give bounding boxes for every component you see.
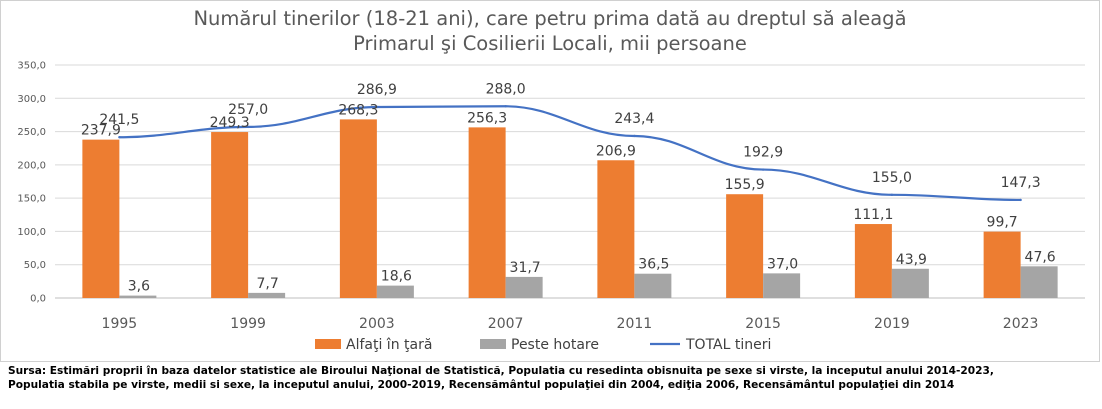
bar-label-peste-hotare: 37,0 bbox=[767, 256, 798, 272]
y-tick-label: 50,0 bbox=[24, 260, 46, 271]
y-tick-label: 250,0 bbox=[17, 127, 46, 138]
bar-label-alfati: 268,3 bbox=[338, 102, 378, 118]
bar-alfati-in-tara bbox=[726, 194, 764, 298]
y-tick-label: 0,0 bbox=[30, 294, 46, 305]
bar-alfati-in-tara bbox=[339, 119, 377, 298]
x-category-label: 2015 bbox=[745, 316, 781, 332]
bar-label-peste-hotare: 7,7 bbox=[256, 276, 278, 292]
source-note: Sursa: Estimări proprii în baza datelor … bbox=[8, 364, 1098, 392]
bar-alfati-in-tara bbox=[854, 224, 892, 298]
total-label: 241,5 bbox=[99, 112, 139, 128]
total-label: 147,3 bbox=[1001, 175, 1041, 191]
total-point bbox=[118, 136, 121, 139]
legend-item: TOTAL tineri bbox=[650, 337, 771, 353]
total-point bbox=[246, 125, 250, 129]
total-point bbox=[633, 134, 636, 138]
bar-label-alfati: 99,7 bbox=[987, 215, 1018, 231]
chart-title: Numărul tinerilor (18-21 ani), care petr… bbox=[0, 6, 1100, 56]
total-label: 286,9 bbox=[357, 82, 397, 98]
x-category-label: 2003 bbox=[359, 316, 395, 332]
legend-swatch bbox=[315, 339, 341, 349]
y-tick-label: 100,0 bbox=[17, 227, 46, 238]
bar-alfati-in-tara bbox=[597, 160, 635, 298]
bar-alfati-in-tara bbox=[468, 127, 506, 298]
chart-frame bbox=[0, 0, 1100, 362]
legend-label: TOTAL tineri bbox=[685, 337, 771, 353]
source-note-line-2: Populatia stabila pe virste, medii si se… bbox=[8, 379, 955, 391]
x-category-label: 2011 bbox=[617, 316, 653, 332]
x-category-label: 2023 bbox=[1003, 316, 1039, 332]
x-category-label: 2019 bbox=[874, 316, 910, 332]
total-label: 288,0 bbox=[486, 81, 526, 97]
total-point bbox=[504, 105, 507, 108]
bar-label-peste-hotare: 31,7 bbox=[510, 260, 541, 276]
chart-plot: 237,9 249,3 268,3 256,3 206,9 155,9 111,1 99,7 3… bbox=[17, 61, 1085, 353]
y-tick-label: 350,0 bbox=[17, 61, 46, 72]
bar-peste-hotare bbox=[505, 276, 543, 298]
bar-peste-hotare bbox=[248, 292, 286, 298]
bar-peste-hotare bbox=[376, 285, 414, 298]
total-point bbox=[1019, 198, 1022, 202]
x-category-label: 2007 bbox=[488, 316, 524, 332]
bar-label-alfati: 111,1 bbox=[853, 207, 893, 223]
bar-label-peste-hotare: 18,6 bbox=[381, 269, 412, 285]
x-category-label: 1995 bbox=[102, 316, 138, 332]
bar-label-alfati: 249,3 bbox=[210, 115, 250, 131]
total-label: 257,0 bbox=[228, 102, 268, 118]
total-point bbox=[890, 193, 894, 197]
bar-label-peste-hotare: 43,9 bbox=[896, 252, 927, 268]
legend-swatch bbox=[480, 339, 506, 349]
source-note-line-1: Sursa: Estimări proprii în baza datelor … bbox=[8, 365, 994, 377]
bar-alfati-in-tara bbox=[82, 139, 120, 298]
bar-label-peste-hotare: 36,5 bbox=[638, 257, 669, 273]
bar-peste-hotare bbox=[634, 273, 672, 298]
total-label: 243,4 bbox=[614, 111, 654, 127]
bar-label-alfati: 237,9 bbox=[81, 123, 121, 139]
bar-label-alfati: 155,9 bbox=[725, 177, 765, 193]
chart-title-line-1: Numărul tinerilor (18-21 ani), care petr… bbox=[193, 7, 907, 30]
bar-alfati-in-tara bbox=[983, 231, 1021, 298]
total-point bbox=[761, 168, 765, 171]
bar-peste-hotare bbox=[1020, 266, 1058, 298]
total-point bbox=[375, 105, 379, 109]
chart-title-line-2: Primarul şi Cosilierii Locali, mii perso… bbox=[353, 32, 747, 55]
total-label: 155,0 bbox=[872, 170, 912, 186]
legend-item: Peste hotare bbox=[480, 337, 599, 353]
legend-label: Alfaţi în ţară bbox=[346, 337, 432, 353]
bar-label-alfati: 256,3 bbox=[467, 110, 507, 126]
bar-peste-hotare bbox=[891, 268, 929, 298]
total-label: 192,9 bbox=[743, 145, 783, 161]
y-tick-label: 150,0 bbox=[17, 194, 46, 205]
bar-peste-hotare bbox=[119, 295, 157, 298]
y-tick-label: 200,0 bbox=[17, 160, 46, 171]
bar-label-alfati: 206,9 bbox=[596, 143, 636, 159]
total-line bbox=[119, 105, 1021, 202]
bar-alfati-in-tara bbox=[211, 132, 249, 298]
bar-label-peste-hotare: 47,6 bbox=[1025, 249, 1056, 265]
y-tick-label: 300,0 bbox=[17, 94, 46, 105]
x-category-label: 1999 bbox=[230, 316, 266, 332]
legend-item: Alfaţi în ţară bbox=[315, 337, 432, 353]
bar-label-peste-hotare: 3,6 bbox=[128, 279, 150, 295]
legend-label: Peste hotare bbox=[511, 337, 599, 353]
bar-peste-hotare bbox=[763, 273, 801, 298]
